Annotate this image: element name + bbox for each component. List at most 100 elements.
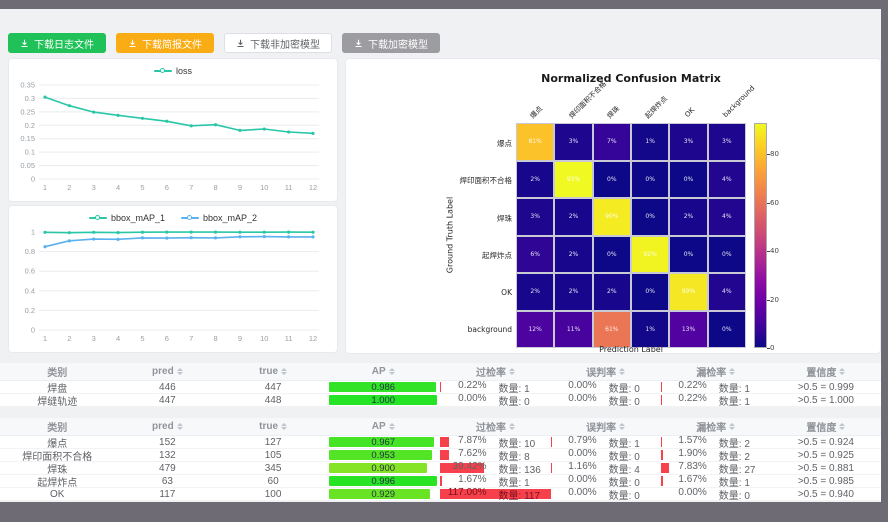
matrix-cell: 61%	[592, 310, 631, 348]
legend-item-bbox_mAP_1[interactable]: bbox_mAP_1	[88, 213, 165, 223]
ground-truth-axis-label: Ground Truth Label	[445, 196, 455, 274]
column-header-pred[interactable]: pred	[115, 363, 221, 380]
column-header-miss[interactable]: 漏检率	[661, 363, 771, 380]
matrix-cell: 2%	[554, 273, 593, 311]
data-point	[140, 236, 145, 240]
sort-caret-icon[interactable]	[619, 368, 626, 375]
data-point	[67, 239, 71, 243]
matrix-cell: 1%	[631, 310, 670, 348]
sort-caret-icon[interactable]	[729, 368, 736, 375]
svg-text:1: 1	[43, 334, 47, 343]
svg-text:0.25: 0.25	[20, 107, 35, 116]
sort-caret-icon[interactable]	[509, 423, 516, 430]
column-header-ap[interactable]: AP	[326, 418, 441, 435]
sort-caret-icon[interactable]	[176, 423, 183, 430]
sort-caret-icon[interactable]	[281, 423, 288, 430]
matrix-row-label: 焊珠	[497, 213, 512, 223]
rate-bar	[660, 476, 663, 486]
table-row: 焊盘 446 447 0.986 0.22% 数量: 1 0.00% 数量: 0 0.22% 数量…	[0, 381, 881, 394]
rate-percent: 7.87%	[458, 436, 487, 446]
matrix-cell: 2%	[516, 273, 555, 311]
download-icon	[236, 39, 245, 48]
ap-cell: 0.953	[326, 449, 441, 461]
svg-text:4: 4	[116, 334, 120, 343]
data-point	[189, 230, 193, 234]
sort-caret-icon[interactable]	[839, 423, 846, 430]
true_-cell: 447	[264, 381, 282, 393]
matrix-cell: 0%	[669, 235, 708, 273]
prediction-axis-label: Prediction Label	[599, 345, 663, 354]
series-bbox_mAP_2	[44, 235, 313, 248]
column-header-category: 类别	[0, 363, 115, 380]
mis-rate-cell: 0.00% 数量: 0	[551, 394, 661, 406]
colorbar-tickmark	[767, 348, 770, 349]
svg-text:12: 12	[309, 183, 317, 192]
legend-item-loss[interactable]: loss	[153, 65, 192, 76]
line-chart-svg: 00.20.40.60.811 2 3 4 5 6 7 8 9 10 11 12	[25, 228, 319, 343]
series-loss	[44, 96, 314, 135]
svg-text:7: 7	[189, 183, 193, 192]
window-chrome-top	[0, 0, 888, 9]
download-log-button[interactable]: 下载日志文件	[8, 33, 106, 53]
pred-cell: 132	[159, 449, 176, 461]
data-point	[92, 230, 96, 234]
category-cell: OK	[50, 488, 65, 500]
sort-caret-icon[interactable]	[281, 368, 288, 375]
sort-caret-icon[interactable]	[839, 368, 846, 375]
svg-text:1: 1	[31, 228, 35, 237]
line-marker-icon	[88, 214, 107, 221]
column-header-miss[interactable]: 漏检率	[661, 418, 771, 435]
column-header-over[interactable]: 过检率	[440, 363, 550, 380]
rate-bar	[440, 476, 443, 486]
matrix-row-label: OK	[501, 287, 512, 297]
column-header-ap[interactable]: AP	[326, 363, 441, 380]
matrix-cell: 7%	[592, 123, 631, 161]
matrix-cell: 2%	[669, 198, 708, 236]
column-header-conf[interactable]: 置信度	[771, 363, 881, 380]
sort-caret-icon[interactable]	[176, 368, 183, 375]
data-point	[92, 237, 96, 241]
column-header-label: pred	[152, 366, 174, 377]
table-row: 焊珠 479 345 0.900 39.42% 数量: 136 1.16% 数量: 4 7.83…	[0, 462, 881, 475]
column-header-true_[interactable]: true	[220, 363, 326, 380]
matrix-column-label: 焊珠	[605, 104, 622, 121]
sort-caret-icon[interactable]	[388, 368, 395, 375]
pred-cell: 63	[161, 475, 173, 487]
over-rate-cell: 7.87% 数量: 10	[440, 436, 550, 448]
rate-count: 数量: 4	[608, 464, 640, 475]
matrix-column-label: 爆点	[528, 104, 545, 121]
column-header-pred[interactable]: pred	[115, 418, 221, 435]
rate-percent: 1.57%	[678, 436, 707, 446]
column-header-mis[interactable]: 误判率	[551, 363, 661, 380]
rate-bar	[440, 489, 551, 499]
download-encrypted-model-button[interactable]: 下载加密模型	[342, 33, 440, 53]
svg-text:0.1: 0.1	[25, 148, 35, 157]
column-header-mis[interactable]: 误判率	[551, 418, 661, 435]
column-header-conf[interactable]: 置信度	[771, 418, 881, 435]
column-header-label: 类别	[47, 368, 68, 379]
over-rate-cell: 39.42% 数量: 136	[440, 462, 550, 474]
rate-count: 数量: 8	[498, 451, 530, 462]
sort-caret-icon[interactable]	[509, 368, 516, 375]
matrix-cell: 0%	[707, 310, 746, 348]
legend-item-bbox_mAP_2[interactable]: bbox_mAP_2	[181, 213, 257, 223]
sort-caret-icon[interactable]	[388, 423, 395, 430]
column-header-over[interactable]: 过检率	[440, 418, 550, 435]
data-point	[116, 113, 120, 117]
svg-text:0.8: 0.8	[25, 247, 35, 256]
svg-text:11: 11	[285, 334, 293, 343]
download-report-button[interactable]: 下载简报文件	[116, 33, 214, 53]
svg-text:0.2: 0.2	[25, 306, 35, 315]
data-point	[287, 130, 291, 134]
true_-cell: 127	[264, 436, 282, 448]
sort-caret-icon[interactable]	[619, 423, 626, 430]
sort-caret-icon[interactable]	[729, 423, 736, 430]
column-header-true_[interactable]: true	[220, 418, 326, 435]
column-header-label: 漏检率	[696, 423, 727, 434]
legend-label: loss	[175, 65, 192, 76]
category-cell: 起焊炸点	[37, 477, 78, 488]
rate-percent: 0.00%	[568, 449, 597, 459]
column-header-category: 类别	[0, 418, 115, 435]
download-unencrypted-model-button[interactable]: 下载非加密模型	[224, 33, 332, 53]
svg-text:9: 9	[238, 183, 242, 192]
